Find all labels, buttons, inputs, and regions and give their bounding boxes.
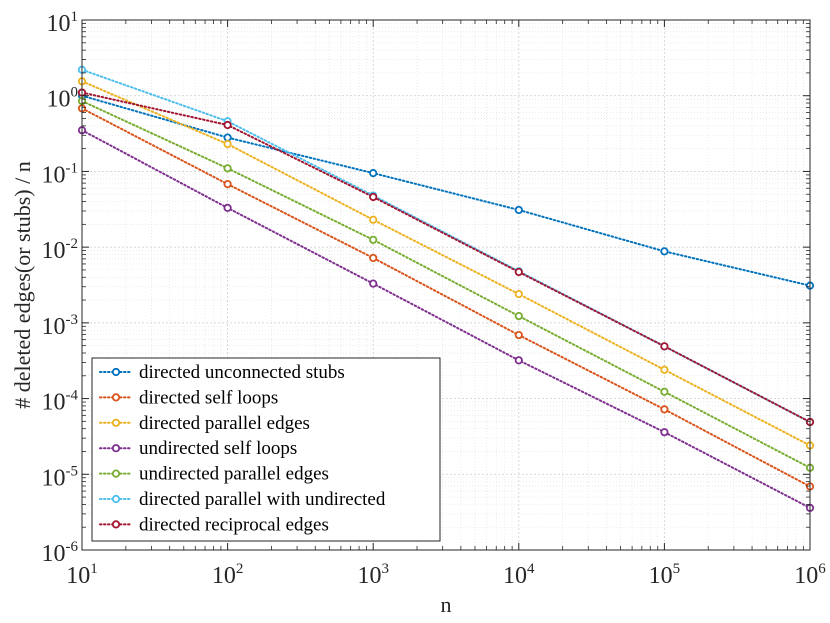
data-point	[223, 120, 232, 130]
data-point	[369, 279, 378, 288]
x-tick-label: 104	[503, 561, 535, 589]
legend-label: undirected self loops	[139, 438, 297, 459]
legend-marker	[111, 418, 121, 427]
series-line	[81, 129, 811, 509]
data-point	[514, 330, 523, 340]
y-tick-label: 10-2	[42, 236, 79, 264]
x-axis-label: n	[441, 592, 452, 617]
series-line	[81, 91, 811, 424]
legend-marker	[111, 444, 121, 453]
legend-item: undirected parallel edges	[99, 464, 329, 485]
legend-label: directed unconnected stubs	[139, 362, 345, 383]
data-point	[514, 311, 523, 321]
y-tick-label: 10-6	[42, 539, 79, 567]
legend-marker	[111, 520, 121, 529]
legend-item: directed reciprocal edges	[99, 514, 329, 535]
legend-item: directed unconnected stubs	[99, 362, 345, 383]
series-5	[77, 96, 815, 472]
data-point	[223, 203, 232, 212]
legend-item: directed parallel edges	[99, 413, 310, 434]
data-point	[660, 387, 669, 396]
legend-box	[91, 357, 441, 542]
legend-item: directed self loops	[99, 387, 278, 408]
legend-marker	[111, 367, 121, 377]
legend-item: undirected self loops	[99, 438, 297, 459]
data-point	[660, 365, 669, 374]
data-point	[514, 267, 523, 277]
axes-box	[81, 19, 811, 551]
legend-label: directed parallel with undirected	[139, 489, 386, 510]
data-point	[223, 139, 232, 149]
legend-label: directed reciprocal edges	[139, 514, 329, 535]
legend-label: directed parallel edges	[139, 413, 310, 434]
data-point	[660, 247, 669, 256]
legend-label: directed self loops	[139, 387, 278, 408]
legend-marker	[111, 494, 121, 504]
y-tick-label: 10-5	[42, 463, 79, 491]
legend: directed unconnected stubs directed self …	[91, 357, 441, 542]
data-point	[514, 356, 523, 365]
axis-ticks	[81, 19, 811, 551]
y-axis-label: # deleted edges(or stubs) / n	[10, 161, 35, 408]
y-tick-label: 10-1	[42, 160, 79, 188]
series-line	[81, 107, 811, 488]
series-line	[81, 94, 811, 287]
data-point	[660, 428, 669, 437]
data-point	[223, 164, 232, 173]
data-point	[369, 253, 378, 263]
x-tick-label: 105	[649, 561, 681, 589]
tick-labels: 101 102 103 104 105 106 10-6 10-5 10-4 10-3 10-2 10…	[42, 9, 827, 589]
data-point	[514, 289, 523, 299]
x-tick-label: 106	[794, 561, 826, 589]
data-point	[223, 180, 232, 189]
data-point	[660, 405, 669, 414]
y-tick-label: 101	[47, 9, 79, 37]
x-tick-label: 102	[212, 561, 244, 589]
series-line	[81, 80, 811, 447]
x-tick-label: 103	[357, 561, 389, 589]
data-point	[369, 192, 378, 202]
y-tick-label: 100	[47, 85, 79, 113]
data-point	[223, 133, 232, 142]
series-line	[81, 100, 811, 469]
data-point	[369, 169, 378, 178]
legend-marker	[111, 469, 121, 478]
legend-item: directed parallel with undirected	[99, 489, 386, 510]
data-point	[369, 215, 378, 224]
series-7	[77, 88, 815, 427]
legend-label: undirected parallel edges	[139, 464, 329, 485]
data-point	[369, 235, 378, 244]
legend-marker	[111, 393, 121, 402]
y-tick-label: 10-4	[42, 388, 79, 416]
y-tick-label: 10-3	[42, 312, 79, 340]
data-point	[514, 205, 523, 215]
data-point	[660, 342, 669, 351]
x-tick-label: 101	[66, 561, 98, 589]
